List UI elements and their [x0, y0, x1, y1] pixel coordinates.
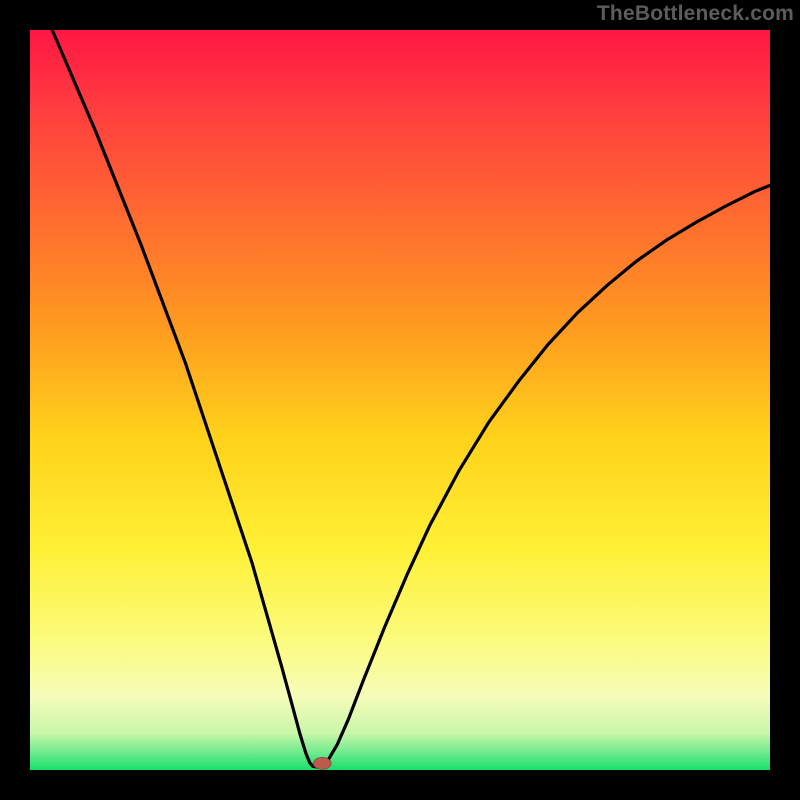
watermark-text: TheBottleneck.com	[597, 2, 794, 26]
plot-area	[30, 30, 770, 770]
chart-svg	[30, 30, 770, 770]
chart-frame: TheBottleneck.com	[0, 0, 800, 800]
minimum-marker	[313, 757, 331, 769]
gradient-background	[30, 30, 770, 770]
